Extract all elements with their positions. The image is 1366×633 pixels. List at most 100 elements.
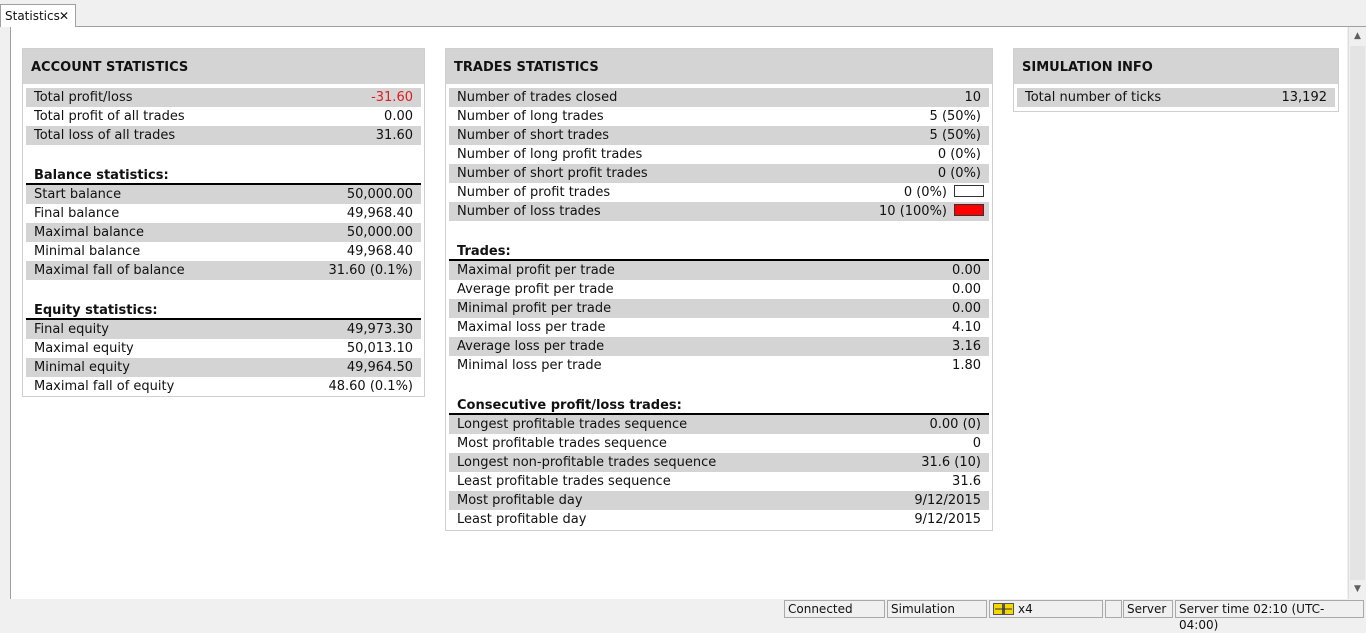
stat-row: Total loss of all trades 31.60 [26, 126, 421, 145]
stat-value: 50,000.00 [347, 223, 413, 242]
status-empty [1105, 600, 1122, 618]
stat-value-text: 31.6 [952, 474, 981, 489]
stat-value: 3.16 [952, 337, 981, 356]
stat-row: Most profitable trades sequence 0 [449, 434, 989, 453]
stat-label: Total profit of all trades [34, 109, 185, 124]
stat-value: 10 [964, 88, 981, 107]
stat-row: Minimal balance 49,968.40 [26, 242, 421, 261]
stat-value: 10 (100%) [879, 202, 984, 221]
stat-label: Maximal fall of balance [34, 263, 185, 278]
stat-value: 0.00 [384, 107, 413, 126]
stat-label: Number of long trades [457, 109, 604, 124]
stat-value-text: 1.80 [952, 358, 981, 373]
stat-row: Least profitable day 9/12/2015 [449, 510, 989, 529]
stat-label: Final balance [34, 206, 120, 221]
stat-value-text: 5 (50%) [929, 109, 981, 124]
stat-row: Maximal equity 50,013.10 [26, 339, 421, 358]
status-speed-value: x4 [1018, 602, 1033, 616]
color-swatch [954, 204, 984, 216]
stat-value: 0.00 [952, 299, 981, 318]
stat-row: Total profit of all trades 0.00 [26, 107, 421, 126]
equity-rows: Final equity 49,973.30 Maximal equity 50,01… [26, 320, 421, 396]
stat-label: Number of short profit trades [457, 166, 648, 181]
stat-label: Minimal loss per trade [457, 358, 602, 373]
stat-row: Start balance 50,000.00 [26, 185, 421, 204]
stat-row: Number of trades closed 10 [449, 88, 989, 107]
stat-value: -31.60 [371, 88, 413, 107]
status-bar: Connected Simulation x4 Server Server ti… [0, 599, 1366, 632]
scroll-thumb[interactable] [1350, 46, 1365, 580]
stat-value: 4.10 [952, 318, 981, 337]
section-title: Balance statistics: [26, 165, 421, 185]
stat-row: Number of short profit trades 0 (0%) [449, 164, 989, 183]
stat-value-text: 0.00 [952, 282, 981, 297]
stat-value: 0 (0%) [938, 164, 981, 183]
stat-label: Number of loss trades [457, 204, 601, 219]
stat-row: Least profitable trades sequence 31.6 [449, 472, 989, 491]
stat-value-text: 50,000.00 [346, 225, 413, 240]
stat-value-text: 0.00 (0) [929, 417, 982, 432]
stat-value: 49,964.50 [347, 358, 413, 377]
stat-row: Number of long profit trades 0 (0%) [449, 145, 989, 164]
stat-row: Maximal loss per trade 4.10 [449, 318, 989, 337]
stat-value: 13,192 [1282, 88, 1328, 107]
status-speed[interactable]: x4 [989, 600, 1103, 618]
scroll-down-icon[interactable]: ▼ [1349, 581, 1366, 598]
simulation-info-panel: SIMULATION INFO Total number of ticks 13,… [1013, 48, 1339, 112]
stat-value: 50,013.10 [347, 339, 413, 358]
scroll-up-icon[interactable]: ▲ [1349, 28, 1366, 45]
tab-statistics-label: Statistics [5, 9, 60, 23]
stat-label: Most profitable day [457, 493, 583, 508]
stat-value-text: 50,013.10 [346, 341, 413, 356]
stat-row: Minimal loss per trade 1.80 [449, 356, 989, 375]
stat-value-text: 0 [972, 436, 981, 451]
stat-row: Final balance 49,968.40 [26, 204, 421, 223]
stat-value-text: 50,000.00 [346, 187, 413, 202]
stat-label: Maximal profit per trade [457, 263, 615, 278]
simulation-rows: Total number of ticks 13,192 [1017, 88, 1335, 107]
stat-label: Maximal balance [34, 225, 145, 240]
stat-row: Final equity 49,973.30 [26, 320, 421, 339]
stat-value: 31.6 (10) [921, 453, 981, 472]
status-connection: Connected [784, 600, 885, 618]
stat-value: 5 (50%) [930, 126, 981, 145]
stat-row: Longest non-profitable trades sequence 31… [449, 453, 989, 472]
vertical-scrollbar[interactable]: ▲ ▼ [1348, 27, 1366, 599]
panel-title: SIMULATION INFO [1014, 49, 1338, 84]
stat-value: 50,000.00 [347, 185, 413, 204]
stat-label: Most profitable trades sequence [457, 436, 667, 451]
stat-value: 48.60 (0.1%) [328, 377, 413, 396]
section-title: Consecutive profit/loss trades: [449, 395, 989, 415]
stat-value-text: 49,964.50 [346, 360, 413, 375]
stat-row: Average loss per trade 3.16 [449, 337, 989, 356]
stat-value-text: 3.16 [952, 339, 981, 354]
stat-value-text: 49,973.30 [346, 322, 413, 337]
status-mode: Simulation [887, 600, 987, 618]
stat-value: 0.00 [952, 261, 981, 280]
stat-label: Number of short trades [457, 128, 609, 143]
balance-rows: Start balance 50,000.00 Final balance 49,96… [26, 185, 421, 280]
stat-value: 9/12/2015 [914, 510, 981, 529]
stat-label: Number of long profit trades [457, 147, 643, 162]
section-title: Trades: [449, 241, 989, 261]
stat-label: Minimal balance [34, 244, 141, 259]
stat-row: Number of profit trades 0 (0%) [449, 183, 989, 202]
consecutive-rows: Longest profitable trades sequence 0.00 (… [449, 415, 989, 529]
stat-value-text: 0.00 [952, 263, 981, 278]
stat-row: Number of long trades 5 (50%) [449, 107, 989, 126]
stat-label: Longest profitable trades sequence [457, 417, 688, 432]
account-statistics-panel: ACCOUNT STATISTICS Total profit/loss -31.… [22, 48, 425, 397]
tab-statistics[interactable]: Statistics ✕ [0, 4, 76, 27]
stat-value: 0 (0%) [938, 145, 981, 164]
statistics-content: ACCOUNT STATISTICS Total profit/loss -31.… [10, 27, 1347, 599]
stat-value-text: 31.60 [375, 128, 413, 143]
trade-rows: Maximal profit per trade 0.00 Average prof… [449, 261, 989, 375]
stat-label: Maximal loss per trade [457, 320, 606, 335]
account-summary: Total profit/loss -31.60 Total profit of a… [26, 88, 421, 145]
status-server: Server [1123, 600, 1173, 618]
stat-label: Start balance [34, 187, 122, 202]
stat-value: 31.60 [376, 126, 413, 145]
close-icon[interactable]: ✕ [59, 9, 70, 23]
stat-value-text: 0.00 [384, 109, 413, 124]
stat-value-text: 10 (100%) [879, 204, 947, 219]
